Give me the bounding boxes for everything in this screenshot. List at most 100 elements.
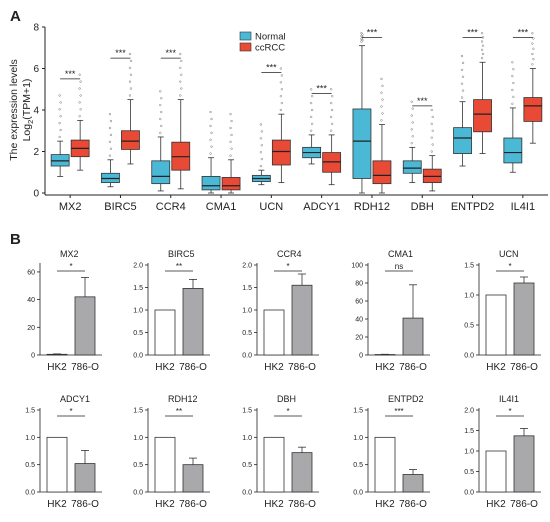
outlier-point [480,56,484,60]
y-tick-label: 20 [27,325,35,332]
bar-hk2 [46,353,68,356]
bar-hk2 [154,436,176,493]
outlier-point [480,40,484,43]
outlier-point [330,88,333,91]
y-tick-label: 0 [359,353,363,360]
outlier-point [531,52,534,56]
outlier-point [180,87,183,90]
bar-786-o [291,284,313,356]
bar-786-o [74,463,96,493]
outlier-point [260,144,264,147]
x-tick-label: HK2 [486,362,506,373]
outlier-point [229,154,232,157]
significance-label: *** [518,27,529,37]
bar-hk2 [263,436,285,493]
bar-786-o [402,474,424,493]
legend-label: Normal [255,32,286,43]
outlier-point [460,54,464,58]
y-tick-label: 1.5 [242,408,252,415]
bar-chart-entpd2: 0.0 0.5 1.0 1.5 ENTPD2 HK2 786-O *** [353,394,430,510]
y-tick-label: 2.0 [133,263,143,270]
outlier-point [311,108,314,112]
outlier-point [531,32,534,35]
x-tick-label: DBH [411,201,434,213]
x-tick-label: CCR4 [156,201,186,213]
outlier-point [411,135,414,138]
outlier-point [430,122,433,125]
y-tick-label: 1.5 [464,428,474,435]
outlier-point [531,42,534,45]
outlier-point [129,87,133,90]
bar-786-o [513,282,535,356]
outlier-point [260,130,264,133]
x-tick-label: HK2 [375,362,395,373]
y-tick-label: 0.0 [25,490,35,497]
outlier-point [78,73,81,76]
outlier-point [230,147,233,150]
y-tick-label: 20 [355,335,363,342]
x-tick-label: 786-O [179,362,207,373]
outlier-point [209,124,212,128]
significance-label: *** [417,96,428,106]
y-tick-label: 2 [33,147,39,158]
significance-label: *** [367,27,378,37]
outlier-point [481,44,485,47]
y-tick-label: 1.0 [133,308,143,315]
y-tick-label: 1.5 [133,408,143,415]
outlier-point [128,94,132,97]
x-tick-label: 786-O [399,362,427,373]
y-tick-label: 1.5 [242,285,252,292]
outlier-point [331,122,334,125]
outlier-point [259,137,263,140]
x-tick-label: ENTPD2 [451,201,494,213]
outlier-point [129,73,133,76]
x-tick-label: RDH12 [354,201,390,213]
outlier-point [160,110,163,114]
y-tick-label: 0.0 [464,353,474,360]
x-tick-label: IL4I1 [511,201,535,213]
box-ccrcc [121,130,140,150]
outlier-point [431,143,434,146]
outlier-point [179,80,182,83]
box-ccrcc [523,97,543,122]
outlier-point [109,133,113,137]
outlier-point [430,150,433,153]
outlier-point [179,66,182,69]
y-tick-label: 6 [33,64,39,75]
bar-chart-title: DBH [277,394,296,404]
x-tick-label: HK2 [155,362,175,373]
outlier-point [279,95,283,98]
outlier-point [260,157,264,161]
outlier-point [310,88,313,91]
outlier-point [209,110,212,114]
outlier-point [310,101,313,105]
outlier-point [229,140,232,143]
box-normal [352,108,372,179]
x-tick-label: 786-O [399,499,427,510]
box-ccrcc [271,139,291,166]
outlier-point [160,97,163,100]
y-tick-label: 1.5 [464,263,474,270]
y-tick-label: 40 [27,297,35,304]
y-tick-label: 1.5 [25,408,35,415]
x-tick-label: ADCY1 [303,201,340,213]
outlier-point [411,121,414,124]
outlier-point [259,151,263,154]
outlier-point [209,138,212,141]
outlier-point [279,81,283,84]
outlier-point [280,88,284,91]
outlier-point [159,90,162,93]
outlier-point [532,37,535,40]
outlier-point [59,101,62,104]
outlier-point [460,82,464,85]
outlier-point [511,88,514,92]
y-tick-label: 0.5 [464,323,474,330]
outlier-point [129,59,133,63]
outlier-point [259,123,263,126]
bar-chart-title: CCR4 [277,249,302,259]
box-normal [151,160,171,185]
outlier-point [109,147,113,150]
x-tick-label: HK2 [264,499,284,510]
outlier-point [58,108,61,111]
